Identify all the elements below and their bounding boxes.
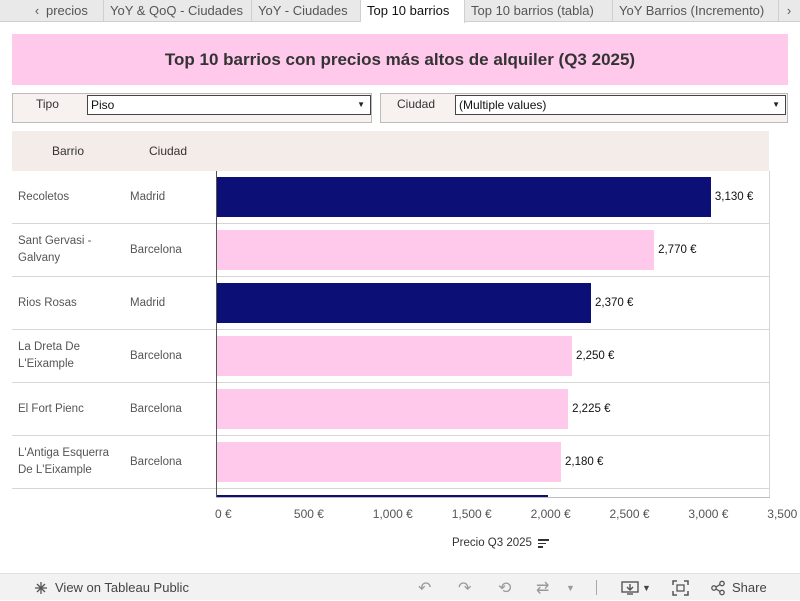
ciudad-cell: Madrid (130, 191, 166, 203)
revert-button[interactable]: ⟲ (498, 574, 511, 601)
column-header-ciudad[interactable]: Ciudad (149, 144, 188, 158)
ciudad-cell: Madrid (130, 297, 166, 309)
tab-yoy-qoq-ciudades[interactable]: YoY & QoQ - Ciudades (104, 0, 252, 22)
redo-button[interactable]: ↷ (458, 574, 471, 601)
tab-top-10-barrios[interactable]: Top 10 barrios (361, 0, 465, 23)
barrio-cell: Rios Rosas (18, 296, 77, 309)
table-row[interactable]: Sant Gervasi - Galvany Barcelona 2,770 € (12, 224, 770, 277)
table-row[interactable]: L'Antiga Esquerra De L'Eixample Barcelona… (12, 436, 770, 489)
tab-yoy-barrios-incremento[interactable]: YoY Barrios (Incremento) (613, 0, 779, 22)
table-row[interactable] (12, 489, 770, 498)
table-row[interactable]: Recoletos Madrid 3,130 € (12, 171, 770, 224)
chevron-left-icon[interactable]: ‹ (34, 3, 40, 18)
caret-down-icon: ▼ (642, 582, 651, 593)
chart-bar[interactable] (217, 389, 569, 429)
table-header: Barrio Ciudad (12, 131, 769, 171)
filter-ciudad: Ciudad (Multiple values) ▼ (380, 93, 788, 123)
plot-axis-left (216, 171, 217, 498)
caret-down-icon: ▼ (566, 582, 575, 593)
chevron-right-icon[interactable]: › (786, 3, 792, 18)
x-axis-tick-label: 2,500 € (609, 507, 650, 521)
refresh-dropdown[interactable]: ▼ (566, 574, 575, 601)
ciudad-dropdown-value: (Multiple values) (459, 98, 547, 112)
chart-bar[interactable] (217, 495, 549, 498)
bar-value-label: 3,130 € (714, 191, 754, 203)
revert-icon: ⟲ (498, 579, 512, 597)
bar-value-label: 2,370 € (594, 297, 634, 309)
refresh-icon: ⇄ (536, 579, 550, 597)
x-axis-tick-label: 3,000 € (688, 507, 729, 521)
column-header-barrio[interactable]: Barrio (52, 144, 85, 158)
chart-bar[interactable] (217, 336, 573, 376)
bar-chart-rows: Recoletos Madrid 3,130 € Sant Gervasi - Gal… (12, 171, 770, 498)
caret-down-icon: ▼ (772, 100, 780, 109)
barrio-cell: El Fort Pienc (18, 402, 84, 415)
refresh-button[interactable]: ⇄ (536, 574, 549, 601)
tableau-logo-icon (35, 581, 47, 594)
redo-icon: ↷ (458, 579, 472, 597)
download-button[interactable]: ▼ (621, 574, 651, 601)
x-axis-tick-label: 1,500 € (451, 507, 492, 521)
tab-top-10-barrios-tabla[interactable]: Top 10 barrios (tabla) (465, 0, 613, 22)
filter-ciudad-label: Ciudad (397, 97, 436, 111)
view-on-tableau-public-label: View on Tableau Public (55, 580, 189, 595)
chart-bar[interactable] (217, 230, 655, 270)
view-on-tableau-public-link[interactable]: View on Tableau Public (33, 574, 189, 601)
share-button[interactable]: Share (710, 574, 767, 601)
ciudad-dropdown[interactable]: (Multiple values) ▼ (455, 95, 786, 115)
bar-value-label: 2,770 € (658, 244, 697, 256)
x-axis-title: Precio Q3 2025 (452, 537, 549, 549)
barrio-cell: Sant Gervasi - Galvany (18, 235, 92, 264)
undo-icon: ↶ (418, 579, 432, 597)
filter-tipo: Tipo Piso ▼ (12, 93, 372, 123)
x-axis-tick-label: 3,500 € (767, 507, 800, 521)
x-axis-tick-label: 1,000 € (372, 507, 413, 521)
chart-bar[interactable] (217, 442, 561, 482)
ciudad-cell: Barcelona (130, 456, 182, 468)
dashboard-title-banner: Top 10 barrios con precios más altos de … (12, 34, 788, 85)
tipo-dropdown[interactable]: Piso ▼ (87, 95, 371, 115)
tab-precios[interactable]: precios (40, 0, 104, 22)
plot-border-right (769, 171, 770, 498)
filter-tipo-label: Tipo (36, 97, 59, 111)
undo-button[interactable]: ↶ (418, 574, 431, 601)
barrio-cell: L'Antiga Esquerra De L'Eixample (18, 447, 110, 476)
share-label: Share (732, 580, 767, 595)
barrio-cell: Recoletos (18, 190, 70, 203)
fullscreen-button[interactable] (672, 574, 689, 601)
page-title: Top 10 barrios con precios más altos de … (164, 49, 636, 69)
tipo-dropdown-value: Piso (91, 98, 115, 112)
bar-value-label: 2,250 € (576, 350, 615, 362)
ciudad-cell: Barcelona (130, 244, 182, 256)
barrio-cell: La Dreta De L'Eixample (18, 341, 81, 370)
x-axis-line (216, 497, 770, 498)
share-icon (711, 580, 725, 595)
sheet-tab-bar: ‹ precios YoY & QoQ - Ciudades YoY - Ciu… (0, 0, 800, 23)
sort-descending-icon[interactable] (537, 538, 549, 548)
ciudad-cell: Barcelona (130, 403, 182, 415)
download-icon (621, 580, 639, 595)
ciudad-cell: Barcelona (130, 350, 182, 362)
caret-down-icon: ▼ (357, 100, 365, 109)
bar-value-label: 2,180 € (565, 456, 604, 468)
x-axis-tick-label: 500 € (293, 507, 324, 521)
table-row[interactable]: Rios Rosas Madrid 2,370 € (12, 277, 770, 330)
fullscreen-icon (672, 579, 689, 596)
table-row[interactable]: El Fort Pienc Barcelona 2,225 € (12, 383, 770, 436)
x-axis-tick-label: 0 € (215, 507, 232, 521)
tab-yoy-ciudades[interactable]: YoY - Ciudades (252, 0, 361, 22)
toolbar-divider (596, 580, 597, 595)
chart-bar[interactable] (217, 283, 591, 323)
bar-value-label: 2,225 € (572, 403, 611, 415)
x-axis-tick-label: 2,000 € (530, 507, 571, 521)
bottom-toolbar: View on Tableau Public ↶ ↷ ⟲ ⇄ ▼ ▼ Share (0, 573, 800, 600)
table-row[interactable]: La Dreta De L'Eixample Barcelona 2,250 € (12, 330, 770, 383)
chart-bar[interactable] (217, 177, 711, 217)
x-axis-label: Precio Q3 2025 (452, 537, 532, 549)
